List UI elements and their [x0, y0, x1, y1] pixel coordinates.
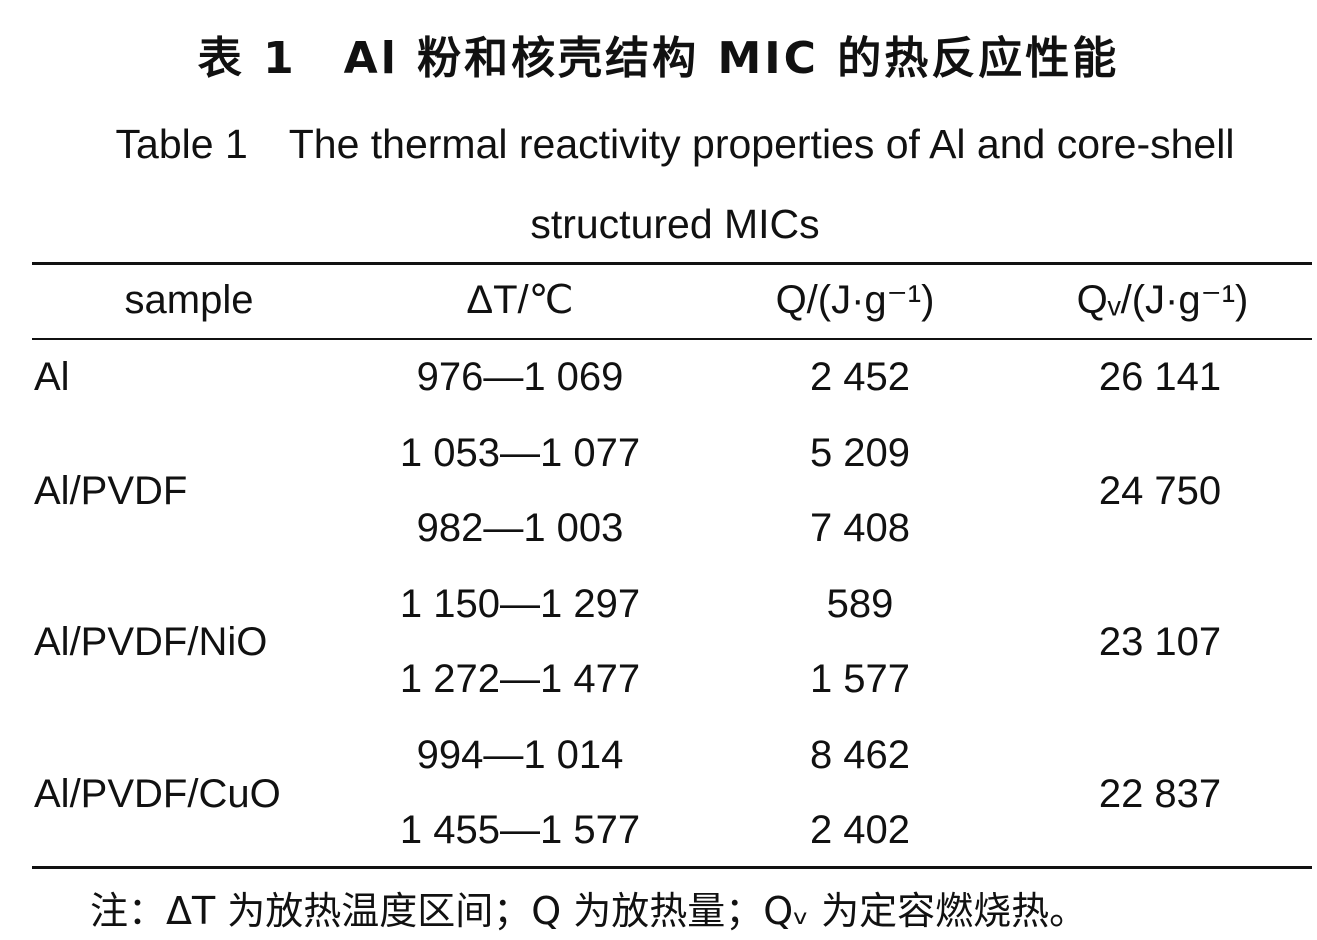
q-cell: 2 402: [809, 808, 911, 852]
sample-cell: Al: [34, 355, 70, 399]
delta-t-cell: 1 150—1 297: [399, 582, 641, 626]
q-cell: 1 577: [809, 657, 911, 701]
delta-t-cell: 1 053—1 077: [399, 431, 641, 475]
sample-cell: Al/PVDF/CuO: [34, 772, 281, 816]
qv-cell: 22 837: [1098, 772, 1222, 816]
q-cell: 589: [826, 582, 894, 626]
delta-t-cell: 994—1 014: [416, 733, 624, 777]
table-bottom-rule: [32, 866, 1312, 869]
q-cell: 2 452: [809, 355, 911, 399]
table-title-chinese: 表 1 Al 粉和核壳结构 MIC 的热反应性能: [197, 33, 1120, 84]
table-title-english: Table 1 The thermal reactivity propertie…: [115, 121, 1235, 247]
q-cell: 8 462: [809, 733, 911, 777]
table-header-rule: [32, 338, 1312, 340]
q-cell: 5 209: [809, 431, 911, 475]
sample-cell: Al/PVDF/NiO: [34, 620, 268, 664]
header-q: Q/(J·g⁻¹): [775, 278, 935, 322]
delta-t-cell: 982—1 003: [416, 506, 624, 550]
delta-t-cell: 976—1 069: [416, 355, 624, 399]
delta-t-cell: 1 272—1 477: [399, 657, 641, 701]
delta-t-cell: 1 455—1 577: [399, 808, 641, 852]
header-qv: Qᵥ/(J·g⁻¹): [1076, 278, 1249, 322]
header-sample: sample: [124, 278, 254, 322]
table-top-rule: [32, 262, 1312, 265]
header-delta-t: ΔT/℃: [466, 278, 574, 322]
table-note: 注：ΔT 为放热温度区间；Q 为放热量；Qᵥ 为定容燃烧热。: [90, 889, 1088, 933]
sample-cell: Al/PVDF: [34, 469, 188, 513]
qv-cell: 23 107: [1098, 620, 1222, 664]
qv-cell: 26 141: [1098, 355, 1222, 399]
q-cell: 7 408: [809, 506, 911, 550]
qv-cell: 24 750: [1098, 469, 1222, 513]
